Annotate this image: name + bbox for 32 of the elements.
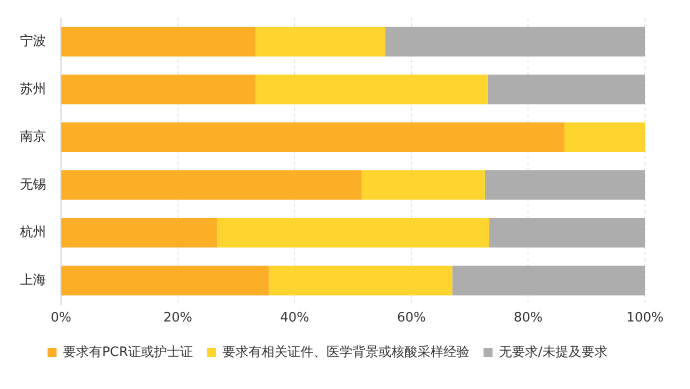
legend-label: 要求有相关证件、医学背景或核酸采样经验 [222, 344, 470, 360]
bar [62, 218, 217, 248]
y-tick-label: 杭州 [19, 225, 46, 240]
legend-label: 无要求/未提及要求 [499, 344, 608, 360]
x-tick-label: 0% [50, 310, 72, 326]
x-tick-label: 60% [396, 310, 426, 326]
x-tick-label: 80% [514, 310, 543, 326]
x-tick-label: 40% [280, 310, 310, 326]
bar [452, 266, 645, 296]
bar [62, 170, 362, 200]
bar [268, 266, 452, 296]
legend-label: 要求有PCR证或护士证 [63, 344, 194, 360]
bar [255, 74, 488, 104]
x-tick-label: 20% [163, 310, 192, 326]
bar [216, 218, 490, 248]
y-tick-label: 南京 [20, 130, 46, 145]
bar [385, 26, 645, 56]
bar [484, 170, 645, 200]
bar [255, 26, 386, 56]
y-tick-label: 上海 [20, 272, 46, 288]
bar [362, 170, 485, 200]
bar [489, 218, 645, 248]
y-tick-label: 无锡 [20, 177, 46, 192]
y-tick-label: 苏州 [20, 82, 46, 97]
bar [62, 266, 269, 296]
bar [488, 74, 645, 104]
bar [62, 122, 564, 152]
bar [62, 26, 256, 56]
y-tick-label: 宁波 [20, 33, 46, 50]
bar [564, 122, 645, 152]
x-tick-label: 100% [626, 310, 664, 326]
bar [62, 74, 256, 104]
